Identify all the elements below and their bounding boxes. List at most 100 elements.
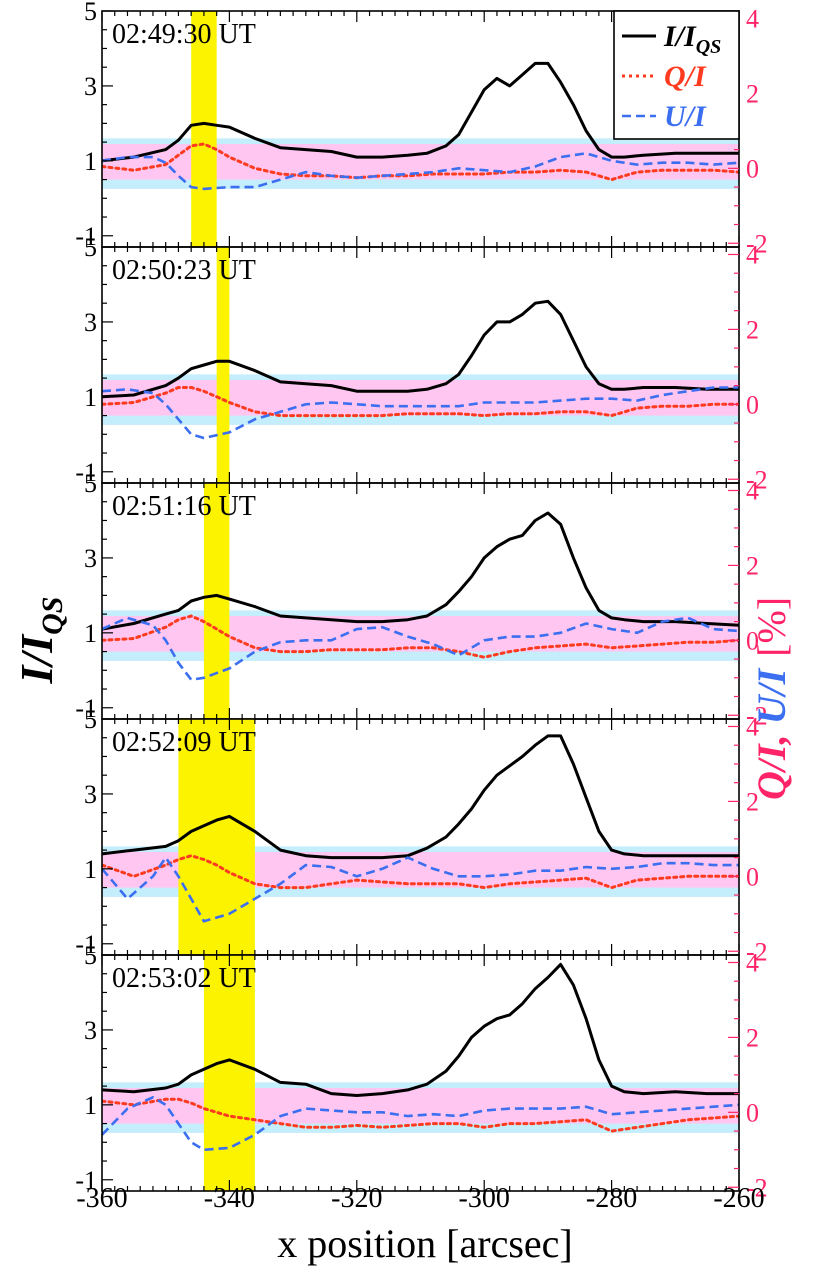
left-axis-label-sub: QS (36, 597, 69, 635)
x-tick-label: -320 (331, 1183, 382, 1214)
x-tick-label: -260 (713, 1183, 764, 1214)
right-axis-label: Q/I, U/I [%] (749, 597, 794, 800)
panel-3: -1 1 3 5 -2 0 2 4 02:51:16 UT (75, 469, 767, 730)
y-right-tick-label: 0 (746, 390, 759, 419)
series-Q-line (102, 386, 739, 418)
y-left-tick-label: -1 (75, 930, 97, 959)
y-right-tick-label: -2 (746, 229, 768, 258)
y-left-tick-label: 1 (84, 619, 97, 648)
y-left-tick-label: 5 (84, 941, 97, 970)
series-U-line (102, 386, 739, 440)
series-Q-line (102, 854, 739, 890)
series-U-line (102, 856, 739, 923)
y-left-tick-label: 5 (84, 0, 97, 26)
y-left-tick-label: 3 (84, 780, 97, 809)
y-right-tick-label: -2 (746, 937, 768, 966)
series-Q-line (102, 614, 739, 659)
panel-plot-area (102, 11, 739, 247)
y-right-tick-label: 0 (746, 1098, 759, 1127)
legend-label-main: U/I (664, 100, 707, 133)
y-right-tick-label: 4 (746, 4, 759, 33)
right-axis-label-unit: [%] (749, 597, 794, 657)
yellow-highlight (203, 955, 255, 1191)
yellow-highlight (178, 719, 255, 955)
series-U-line (102, 1096, 739, 1152)
panel-plot-area (102, 719, 739, 955)
y-right-tick-label: 4 (746, 712, 759, 741)
y-right-tick-label: 4 (746, 476, 759, 505)
y-right-tick-label: 2 (746, 79, 759, 108)
y-left-tick-label: 1 (84, 147, 97, 176)
y-left-tick-label: 5 (84, 233, 97, 262)
panel-plot-area (102, 483, 739, 719)
y-left-tick-label: 3 (84, 308, 97, 337)
y-right-tick-label: -2 (746, 701, 768, 730)
x-tick-label: -300 (459, 1183, 510, 1214)
legend-label-I: I/IQS (663, 20, 721, 58)
y-right-tick-label: 4 (746, 240, 759, 269)
y-right-tick-label: -2 (746, 1173, 768, 1202)
series-I-line (102, 61, 739, 163)
panel-time-label: 02:49:30 UT (112, 19, 256, 50)
x-tick-label: -280 (586, 1183, 637, 1214)
series-I-line (102, 299, 739, 399)
panel-time-label: 02:53:02 UT (112, 963, 256, 994)
right-axis-label-u: U/I (749, 667, 794, 724)
y-right-tick-label: 0 (746, 862, 759, 891)
y-right-tick-label: 2 (746, 787, 759, 816)
series-U-line (102, 152, 739, 191)
y-right-tick-label: 2 (746, 315, 759, 344)
left-axis-label: I/IQS (11, 597, 69, 685)
y-right-tick-label: 0 (746, 154, 759, 183)
panel-time-label: 02:50:23 UT (112, 255, 256, 286)
series-Q-line (102, 1097, 739, 1133)
series-U-line (102, 616, 739, 682)
y-right-tick-label: 2 (746, 551, 759, 580)
right-axis-label-q: Q/I, (749, 734, 794, 800)
pink-band (102, 379, 739, 416)
y-right-tick-label: -2 (746, 465, 768, 494)
series-I-line (102, 511, 739, 631)
panel-plot-area (102, 247, 739, 483)
left-axis-label-main: I/I (11, 633, 62, 685)
y-left-tick-label: 1 (84, 1091, 97, 1120)
y-left-tick-label: -1 (75, 694, 97, 723)
yellow-highlight (203, 483, 230, 719)
legend-label-Q: Q/I (664, 60, 707, 93)
yellow-highlight (191, 11, 217, 247)
y-left-tick-label: 5 (84, 469, 97, 498)
panel-time-label: 02:51:16 UT (112, 491, 256, 522)
y-right-tick-label: 0 (746, 626, 759, 655)
series-I-line (102, 962, 739, 1097)
x-tick-label: -340 (204, 1183, 255, 1214)
panel-4: -1 1 3 5 -2 0 2 4 02:52:09 UT (75, 705, 767, 966)
series-I-line (102, 734, 739, 860)
y-right-tick-label: 4 (746, 948, 759, 977)
y-left-tick-label: 1 (84, 383, 97, 412)
y-left-tick-label: -1 (75, 1166, 97, 1195)
y-left-tick-label: 3 (84, 1016, 97, 1045)
panel-2: -1 1 3 5 -2 0 2 4 02:50:23 UT (75, 233, 767, 494)
y-left-tick-label: 5 (84, 705, 97, 734)
y-left-tick-label: 1 (84, 855, 97, 884)
legend-label-main: Q/I (664, 60, 707, 93)
legend-box (613, 10, 740, 140)
y-left-tick-label: 3 (84, 72, 97, 101)
x-tick-label: -360 (76, 1183, 127, 1214)
y-left-tick-label: -1 (75, 458, 97, 487)
x-axis-label: x position [arcsec] (277, 1221, 572, 1266)
legend-label-main: I/I (663, 20, 697, 53)
legend-label-U: U/I (664, 100, 707, 133)
panel-5: -1 1 3 5 -2 0 2 4 02:53:02 UT (75, 941, 767, 1202)
yellow-highlight (216, 247, 230, 483)
series-Q-line (102, 142, 739, 182)
y-left-tick-label: -1 (75, 222, 97, 251)
y-right-tick-label: 2 (746, 1023, 759, 1052)
panel-plot-area (102, 955, 739, 1191)
y-left-tick-label: 3 (84, 544, 97, 573)
panel-time-label: 02:52:09 UT (112, 727, 256, 758)
